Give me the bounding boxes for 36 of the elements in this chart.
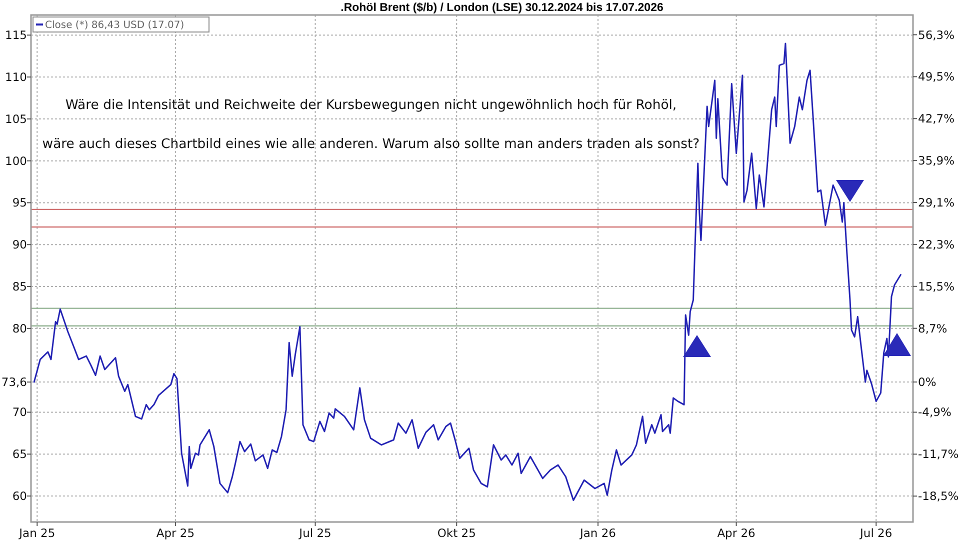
- y-tick-label: 100: [5, 154, 27, 168]
- x-tick-label: Jan 26: [578, 526, 616, 540]
- line-series: [33, 42, 902, 501]
- y-tick-label: 80: [12, 321, 27, 336]
- chart-title: .Rohöl Brent ($/b) / London (LSE) 30.12.2024 bis 17.07.2026: [340, 2, 664, 14]
- y2-tick-label: 42,7%: [918, 112, 955, 126]
- y-tick-label: 85: [12, 280, 27, 294]
- y2-tick-label: -18,5%: [918, 489, 959, 504]
- x-tick-label: Jul 26: [859, 526, 892, 540]
- x-tick-label: Apr 25: [156, 526, 195, 540]
- y-tick-label: 70: [12, 405, 27, 420]
- y-tick-label: 105: [5, 112, 27, 126]
- x-tick-label: Jul 25: [298, 526, 332, 540]
- y2-tick-label: 29,1%: [918, 196, 955, 210]
- y-tick-label: 110: [5, 70, 27, 84]
- x-tick-label: Jan 25: [18, 526, 56, 540]
- legend-label: Close (*) 86,43 USD (17.07): [45, 20, 184, 31]
- y-tick-label: 65: [12, 447, 27, 462]
- y2-tick-label: 8,7%: [918, 321, 948, 336]
- y2-tick-label: 0%: [918, 375, 936, 390]
- y-tick-label: 90: [12, 238, 27, 252]
- y2-tick-label: 22,3%: [918, 237, 955, 252]
- y2-tick-label: -4,9%: [918, 405, 952, 420]
- y2-tick-label: 35,9%: [918, 154, 955, 168]
- y-tick-label: 95: [12, 196, 27, 210]
- y2-tick-label: 56,3%: [918, 28, 955, 42]
- y2-tick-label: 15,5%: [918, 279, 955, 294]
- y-tick-label: 115: [5, 28, 27, 42]
- x-tick-label: Okt 25: [437, 526, 476, 540]
- y-tick-label: 60: [12, 489, 27, 504]
- x-tick-label: Apr 26: [717, 526, 756, 540]
- annotation: Wäre die Intensität und Reichweite der Kursbewegungen nicht ungewöhnlich hoch für Rohöl,: [65, 98, 677, 113]
- y2-tick-label: -11,7%: [918, 447, 959, 462]
- annotation: wäre auch dieses Chartbild eines wie alle anderen. Warum also sollte man anders traden als sonst?: [42, 137, 700, 152]
- y2-tick-label: 49,5%: [918, 70, 955, 84]
- y-tick-label: 73,6: [1, 375, 27, 390]
